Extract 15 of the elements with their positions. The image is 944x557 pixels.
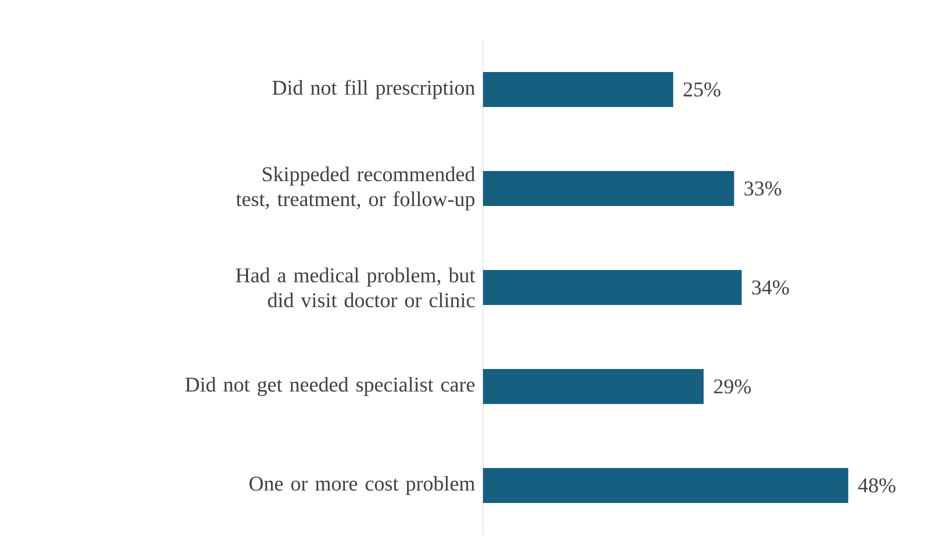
data-label: 48% [858,478,896,493]
data-label: 29% [714,379,751,394]
bar [483,170,734,206]
y-tick-label: Did not fill prescription [272,80,475,100]
y-tick-label: Did not get needed specialist care [185,376,475,396]
bar [483,270,742,305]
y-tick-label: One or more cost problem [250,476,475,495]
bar [483,468,848,503]
data-label: 25% [684,82,720,97]
y-tick-label: Skippeded recommended test, treatment, or follow-up [236,166,475,210]
bar [483,368,704,404]
bar [483,72,674,107]
y-tick-label: Had a medical problem, but did visit doctor or clinic [236,268,476,308]
data-label: 33% [744,181,782,196]
data-label: 34% [752,280,789,295]
